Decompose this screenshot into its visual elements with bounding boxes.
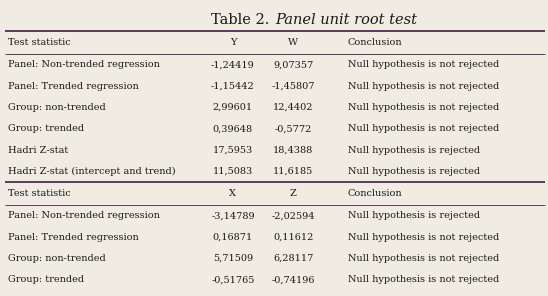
- Text: Null hypothesis is rejected: Null hypothesis is rejected: [348, 167, 480, 176]
- Text: Conclusion: Conclusion: [348, 38, 403, 47]
- Text: Null hypothesis is not rejected: Null hypothesis is not rejected: [348, 275, 499, 284]
- Text: Null hypothesis is not rejected: Null hypothesis is not rejected: [348, 103, 499, 112]
- Text: Test statistic: Test statistic: [8, 38, 71, 47]
- Text: 9,07357: 9,07357: [273, 60, 313, 69]
- Text: 12,4402: 12,4402: [273, 103, 313, 112]
- Text: Conclusion: Conclusion: [348, 189, 403, 198]
- Text: Group: non-trended: Group: non-trended: [8, 254, 106, 263]
- Text: 0,39648: 0,39648: [213, 124, 253, 133]
- Text: Null hypothesis is not rejected: Null hypothesis is not rejected: [348, 60, 499, 69]
- Text: Y: Y: [230, 38, 236, 47]
- Text: Panel: Trended regression: Panel: Trended regression: [8, 82, 139, 91]
- Text: 6,28117: 6,28117: [273, 254, 313, 263]
- Text: 18,4388: 18,4388: [273, 146, 313, 155]
- Text: Group: trended: Group: trended: [8, 124, 84, 133]
- Text: Null hypothesis is rejected: Null hypothesis is rejected: [348, 146, 480, 155]
- Text: Z: Z: [290, 189, 296, 198]
- Text: W: W: [288, 38, 298, 47]
- Text: -0,5772: -0,5772: [275, 124, 312, 133]
- Text: 17,5953: 17,5953: [213, 146, 253, 155]
- Text: Null hypothesis is rejected: Null hypothesis is rejected: [348, 211, 480, 220]
- Text: 2,99601: 2,99601: [213, 103, 253, 112]
- Text: -1,24419: -1,24419: [211, 60, 255, 69]
- Text: Null hypothesis is not rejected: Null hypothesis is not rejected: [348, 254, 499, 263]
- Text: Null hypothesis is not rejected: Null hypothesis is not rejected: [348, 82, 499, 91]
- Text: Null hypothesis is not rejected: Null hypothesis is not rejected: [348, 233, 499, 242]
- Text: 11,6185: 11,6185: [273, 167, 313, 176]
- Text: 11,5083: 11,5083: [213, 167, 253, 176]
- Text: X: X: [230, 189, 236, 198]
- Text: Group: trended: Group: trended: [8, 275, 84, 284]
- Text: Panel unit root test: Panel unit root test: [275, 13, 417, 27]
- Text: Hadri Z-stat: Hadri Z-stat: [8, 146, 68, 155]
- Text: Panel: Non-trended regression: Panel: Non-trended regression: [8, 211, 160, 220]
- Text: -0,74196: -0,74196: [271, 275, 315, 284]
- Text: -2,02594: -2,02594: [271, 211, 315, 220]
- Text: Test statistic: Test statistic: [8, 189, 71, 198]
- Text: 0,11612: 0,11612: [273, 233, 313, 242]
- Text: Hadri Z-stat (intercept and trend): Hadri Z-stat (intercept and trend): [8, 167, 176, 176]
- Text: -1,15442: -1,15442: [211, 82, 255, 91]
- Text: Table 2.: Table 2.: [211, 13, 274, 27]
- Text: Group: non-trended: Group: non-trended: [8, 103, 106, 112]
- Text: -3,14789: -3,14789: [211, 211, 255, 220]
- Text: Panel: Non-trended regression: Panel: Non-trended regression: [8, 60, 160, 69]
- Text: -0,51765: -0,51765: [211, 275, 255, 284]
- Text: 0,16871: 0,16871: [213, 233, 253, 242]
- Text: 5,71509: 5,71509: [213, 254, 253, 263]
- Text: Panel: Trended regression: Panel: Trended regression: [8, 233, 139, 242]
- Text: Null hypothesis is not rejected: Null hypothesis is not rejected: [348, 124, 499, 133]
- Text: -1,45807: -1,45807: [271, 82, 315, 91]
